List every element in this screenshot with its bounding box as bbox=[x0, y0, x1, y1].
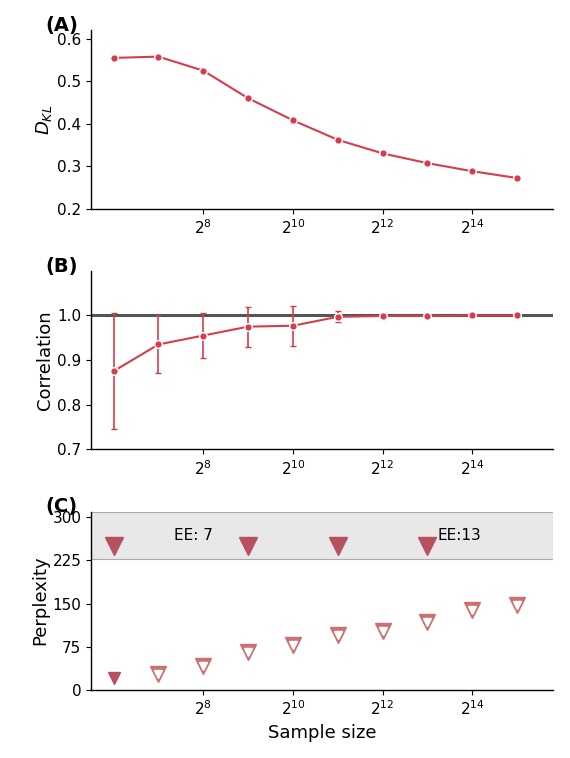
Text: EE: 7: EE: 7 bbox=[174, 528, 213, 543]
Y-axis label: $D_{KL}$: $D_{KL}$ bbox=[34, 105, 55, 135]
Text: (A): (A) bbox=[45, 16, 78, 35]
Y-axis label: Correlation: Correlation bbox=[36, 310, 55, 410]
Text: EE:13: EE:13 bbox=[438, 528, 481, 543]
Y-axis label: Perplexity: Perplexity bbox=[32, 556, 50, 646]
Text: (C): (C) bbox=[45, 497, 77, 516]
Text: (B): (B) bbox=[45, 257, 78, 276]
Bar bbox=[91, 512, 553, 559]
X-axis label: Sample size: Sample size bbox=[268, 724, 376, 742]
